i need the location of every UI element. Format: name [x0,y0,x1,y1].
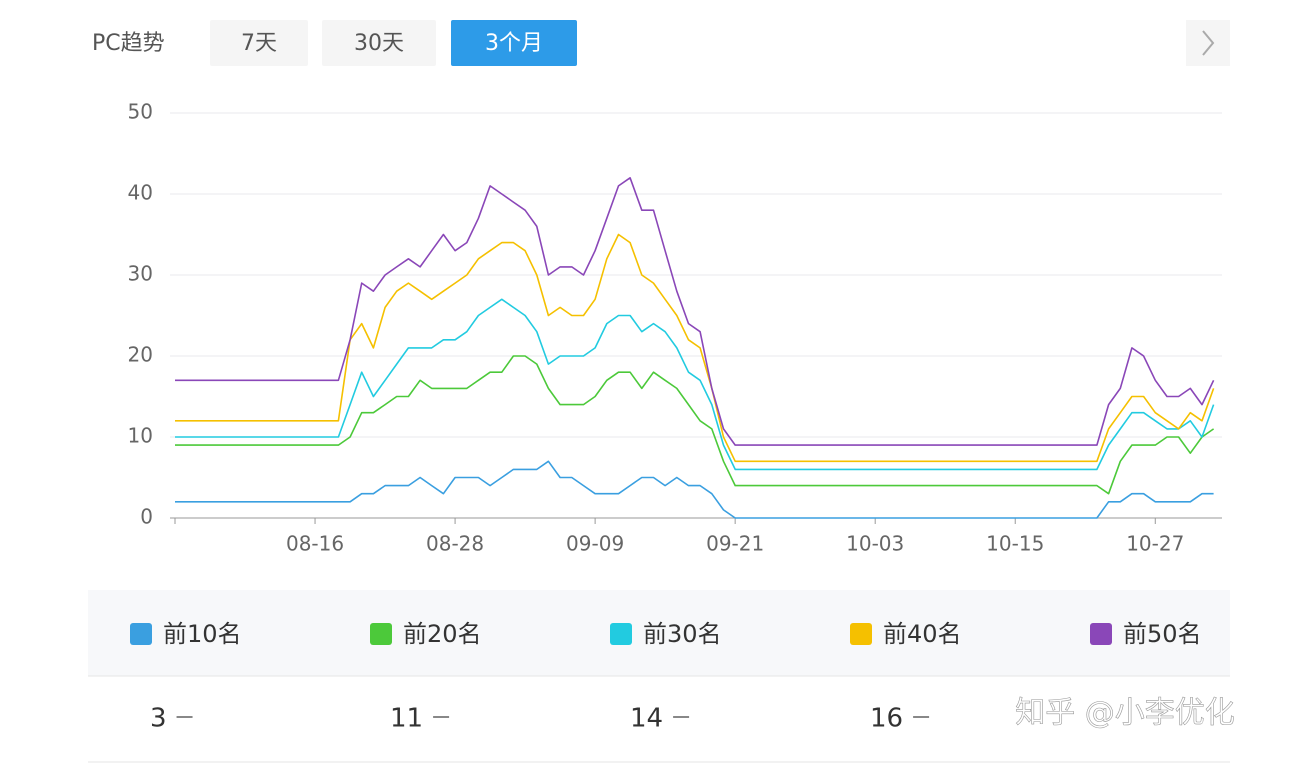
summary-value: 14 [630,704,663,734]
x-tick-label: 09-21 [706,532,764,556]
summary-value: 11 [390,704,423,734]
series-line [175,298,1215,471]
tab-label: 7天 [241,31,277,56]
legend-label: 前30名 [643,620,722,648]
x-tick-label: 09-09 [566,532,624,556]
tab-label: 3个月 [485,31,543,56]
x-tick-label: 10-15 [986,532,1044,556]
section-label: PC趋势 [92,31,165,56]
next-icon [1202,30,1215,56]
next-button[interactable] [1186,20,1230,66]
tab[interactable] [210,20,308,66]
series-line [175,355,1215,495]
series-line [175,460,1214,519]
legend-label: 前40名 [883,620,962,648]
legend-label: 前20名 [403,620,482,648]
legend-label: 前50名 [1123,620,1202,648]
legend-swatch [850,623,872,645]
y-tick-label: 20 [128,343,153,367]
legend-panel [88,590,1230,676]
x-tick-label: 10-03 [846,532,904,556]
y-tick-label: 50 [128,100,153,124]
legend-swatch [370,623,392,645]
tab-label: 30天 [354,31,404,56]
y-tick-label: 0 [140,505,153,529]
y-tick-label: 10 [128,424,153,448]
series-line [175,177,1215,446]
y-tick-label: 40 [128,181,153,205]
summary-value: 16 [870,704,903,734]
legend-swatch [1090,623,1112,645]
tab[interactable] [322,20,436,66]
series-line [175,233,1215,463]
legend-label: 前10名 [163,620,242,648]
x-tick-label: 10-27 [1126,532,1184,556]
legend-swatch [130,623,152,645]
summary-value: 3 [150,704,167,734]
watermark: 知乎 @小李优化 [1015,696,1235,731]
y-tick-label: 30 [128,262,153,286]
x-tick-label: 08-16 [286,532,344,556]
x-tick-label: 08-28 [426,532,484,556]
legend-swatch [610,623,632,645]
tab[interactable] [451,20,577,66]
